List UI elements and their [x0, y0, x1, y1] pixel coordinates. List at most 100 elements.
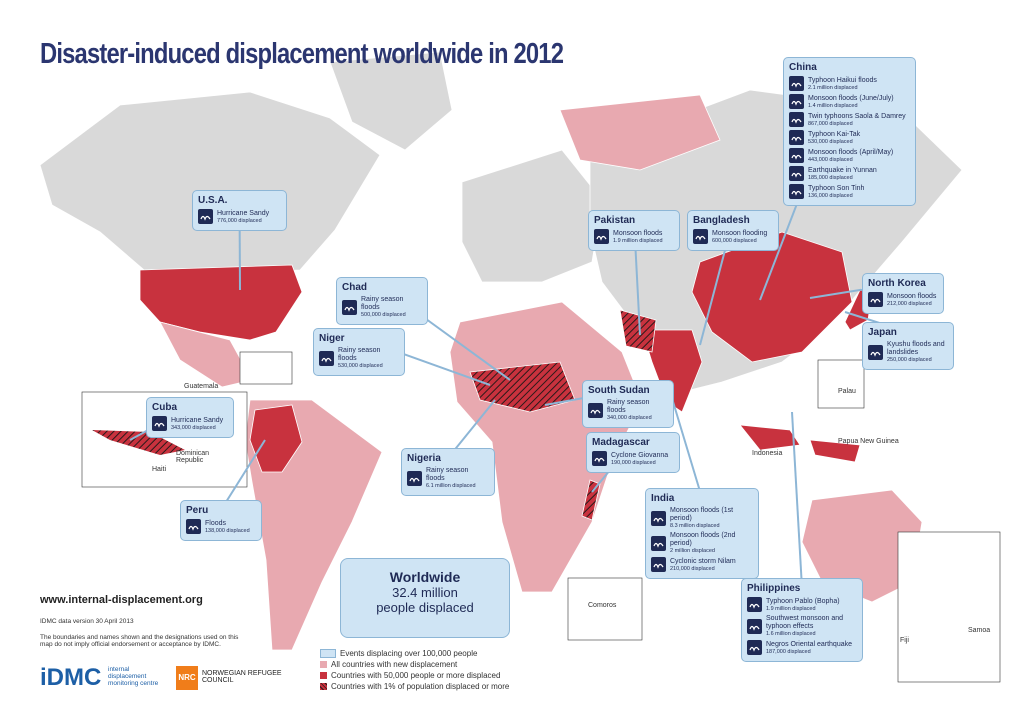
event-row: Monsoon floods (June/July) 1.4 million di… [789, 94, 910, 109]
icon-glyph [409, 477, 420, 483]
event-row: Rainy season floods 340,000 displaced [588, 399, 668, 421]
russia-far-east [559, 94, 721, 171]
event-icon [747, 597, 762, 612]
event-row: Monsoon floods (2nd period) 2 million dis… [651, 532, 753, 554]
website[interactable]: www.internal-displacement.org [40, 594, 203, 606]
legend-swatch [320, 683, 327, 690]
event-icon [693, 229, 708, 244]
event-text: Negros Oriental earthquake 187,000 displa… [766, 641, 852, 655]
event-icon [651, 557, 666, 572]
legend: Events displacing over 100,000 people Al… [320, 648, 509, 692]
icon-bg [651, 557, 666, 572]
event-figure: 210,000 displaced [670, 565, 715, 572]
icon-glyph [653, 563, 664, 569]
event-figure: 600,000 displaced [712, 237, 757, 244]
event-text: Cyclonic storm Nilam 210,000 displaced [670, 558, 736, 572]
event-name: Southwest monsoon and typhoon effects [766, 615, 844, 630]
event-name: Rainy season floods [426, 467, 469, 482]
callout: U.S.A. Hurricane Sandy 776,000 displaced [192, 190, 287, 231]
event-name: Earthquake in Yunnan [808, 166, 877, 174]
event-icon [789, 184, 804, 199]
event-icon [407, 470, 422, 486]
event-icon [651, 535, 666, 551]
callout: South Sudan Rainy season floods 340,000 di… [582, 380, 674, 428]
icon-bg [342, 299, 357, 315]
leader-line [220, 439, 266, 511]
event-figure: 343,000 displaced [171, 424, 216, 431]
data-version: IDMC data version 30 April 2013 [40, 618, 134, 625]
landmasses [39, 51, 963, 651]
sahel [469, 361, 576, 413]
event-icon [342, 299, 357, 315]
icon-glyph [870, 298, 881, 304]
map-label: Dominican Republic [176, 450, 210, 464]
icon-bg [651, 535, 666, 551]
map-label: Haiti [152, 466, 167, 473]
callout-country: Niger [319, 333, 345, 344]
north-america [39, 91, 381, 276]
event-row: Cyclone Giovanna 190,000 displaced [592, 451, 674, 466]
event-name: Cyclonic storm Nilam [670, 557, 736, 565]
event-icon [789, 130, 804, 145]
nrc-logo: NRC [176, 666, 198, 690]
worldwide-caption: people displaced [376, 600, 474, 615]
callout: China Typhoon Haikui floods 2.1 million di… [783, 57, 916, 206]
event-figure: 776,000 displaced [217, 217, 262, 224]
event-row: Negros Oriental earthquake 187,000 displa… [747, 640, 857, 655]
event-text: Typhoon Haikui floods 2.1 million displac… [808, 77, 877, 91]
worldwide-figure: 32.4 million [392, 585, 458, 600]
event-icon [868, 292, 883, 307]
icon-bg [407, 470, 422, 486]
event-text: Monsoon floods (2nd period) 2 million dis… [670, 532, 753, 554]
event-text: Monsoon floods (April/May) 443,000 displa… [808, 149, 893, 163]
event-figure: 340,000 displaced [607, 415, 652, 421]
event-row: Monsoon floods 1.9 million displaced [594, 229, 674, 244]
usa [139, 264, 303, 341]
icon-bg [747, 618, 762, 634]
event-name: Typhoon Kai-Tak [808, 130, 861, 138]
callout: Niger Rainy season floods 530,000 displace… [313, 328, 405, 376]
event-row: Typhoon Kai-Tak 530,000 displaced [789, 130, 910, 145]
icon-glyph [695, 235, 706, 241]
event-figure: 136,000 displaced [808, 192, 853, 199]
callout: Philippines Typhoon Pablo (Bopha) 1.9 mill… [741, 578, 863, 662]
callout-country: U.S.A. [198, 195, 228, 206]
event-name: Monsoon floods (2nd period) [670, 532, 736, 547]
icon-glyph [596, 235, 607, 241]
icon-bg [319, 350, 334, 366]
event-name: Floods [205, 519, 227, 527]
callout-country: Pakistan [594, 215, 636, 226]
event-icon [789, 94, 804, 109]
indonesia [739, 424, 861, 463]
event-name: Monsoon floods [613, 229, 663, 237]
callout: Chad Rainy season floods 500,000 displaced [336, 277, 428, 325]
map-label: Guatemala [184, 383, 219, 390]
event-figure: 212,000 displaced [887, 300, 932, 307]
cuba-locator [239, 351, 293, 385]
event-figure: 190,000 displaced [611, 459, 656, 466]
legend-item: All countries with new displacement [320, 659, 509, 670]
leader-line [791, 411, 803, 589]
legend-item: Countries with 50,000 people or more dis… [320, 670, 509, 681]
event-name: Monsoon floods (1st period) [670, 507, 734, 522]
callout-country: India [651, 493, 675, 504]
icon-bg [198, 209, 213, 224]
icon-bg [186, 519, 201, 534]
event-name: Typhoon Son Tinh [808, 184, 865, 192]
callout: Pakistan Monsoon floods 1.9 million displa… [588, 210, 680, 251]
event-text: Twin typhoons Saola & Damrey 867,000 disp… [808, 113, 906, 127]
event-figure: 1.4 million displaced [808, 102, 858, 109]
event-text: Monsoon floods 212,000 displaced [887, 293, 936, 307]
event-figure: 8.3 million displaced [670, 523, 720, 529]
nrc-text: NORWEGIAN REFUGEE COUNCIL [202, 670, 282, 684]
india [641, 329, 703, 413]
icon-glyph [344, 306, 355, 312]
map-label: Samoa [968, 627, 991, 634]
cuba-shape [92, 430, 185, 455]
callout-country: Philippines [747, 583, 801, 594]
icon-glyph [791, 172, 802, 178]
event-name: Rainy season floods [361, 296, 404, 311]
callout: Madagascar Cyclone Giovanna 190,000 displa… [586, 432, 680, 473]
event-text: Monsoon floods 1.9 million displaced [613, 230, 663, 244]
